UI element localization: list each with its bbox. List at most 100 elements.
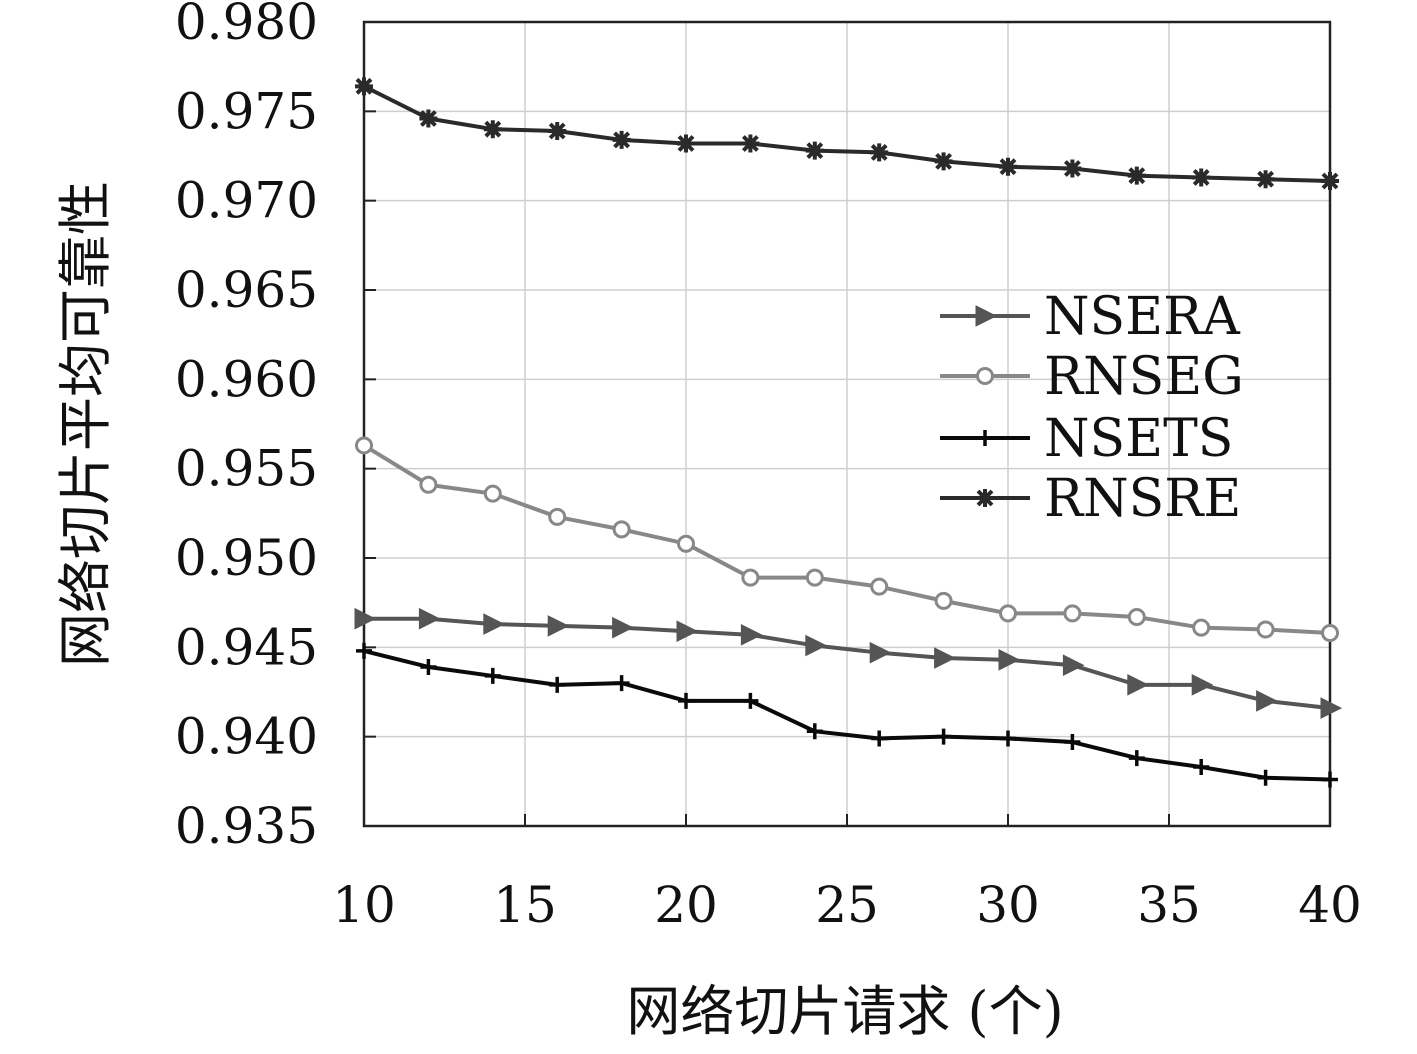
legend-label: RNSRE <box>1044 469 1241 529</box>
data-point-nsets <box>678 692 694 709</box>
data-point-rnseg <box>805 568 824 587</box>
x-tick-label: 20 <box>654 876 718 934</box>
data-point-nsets <box>1322 771 1338 788</box>
y-tick-label: 0.950 <box>175 529 318 587</box>
data-point-rnsre-core <box>1002 161 1014 173</box>
y-tick-label: 0.980 <box>175 0 318 51</box>
series-lines <box>354 77 1343 788</box>
data-point-nsets <box>1064 734 1081 751</box>
series-nsera <box>354 607 1343 719</box>
x-tick-label: 35 <box>1137 876 1201 934</box>
data-point-nsera <box>676 620 699 643</box>
legend-marker-nsera <box>975 305 998 327</box>
series-nsets <box>356 642 1338 788</box>
data-point-nsets <box>549 676 566 693</box>
data-point-rnsre-core <box>873 146 885 158</box>
y-tick-label: 0.955 <box>175 440 318 498</box>
data-point-nsera <box>805 634 827 657</box>
y-tick-label: 0.960 <box>175 350 318 408</box>
data-point-nsets <box>871 730 888 747</box>
series-line-nsera <box>364 616 1331 711</box>
y-tick-label: 0.940 <box>175 708 318 766</box>
series-line-rnseg <box>362 443 1331 636</box>
data-point-rnseg <box>999 604 1017 623</box>
data-point-rnseg <box>483 484 502 503</box>
data-point-nsera <box>483 613 505 635</box>
data-point-rnsre-core <box>1324 175 1336 187</box>
data-point-rnseg <box>677 534 695 553</box>
legend-item-nsera: NSERA <box>940 287 1241 347</box>
y-tick-label: 0.970 <box>175 172 318 230</box>
data-point-rnsre-core <box>1131 170 1143 182</box>
legend-label: RNSEG <box>1044 347 1244 407</box>
data-point-rnsre-core <box>744 137 756 149</box>
data-point-nsets <box>1257 769 1274 786</box>
legend-label: NSERA <box>1044 287 1241 347</box>
data-point-nsera <box>1062 654 1085 677</box>
data-point-nsera <box>740 624 763 646</box>
data-point-nsets <box>1128 750 1145 767</box>
y-tick-label: 0.965 <box>175 261 318 319</box>
data-point-nsera <box>1191 674 1214 696</box>
data-point-rnseg <box>934 591 953 610</box>
series-line-rnsre <box>363 84 1331 184</box>
legend-item-nsets: NSETS <box>940 409 1233 469</box>
data-point-rnsre-core <box>551 125 563 137</box>
data-point-nsera <box>1256 690 1278 712</box>
data-point-rnsre-core <box>487 123 499 135</box>
data-point-nsets <box>935 728 952 745</box>
legend-marker-rnseg <box>976 367 994 385</box>
x-axis-title: 网络切片请求 (个) <box>626 980 1063 1043</box>
data-point-nsets <box>1000 730 1016 747</box>
series-line-nsets <box>363 648 1331 782</box>
y-tick-label: 0.935 <box>175 797 318 855</box>
data-point-rnseg <box>1127 607 1146 626</box>
data-point-rnsre-core <box>1260 173 1272 185</box>
data-point-nsera <box>612 616 634 639</box>
data-point-nsets <box>806 723 823 740</box>
legend-label: NSETS <box>1044 409 1233 469</box>
data-point-rnseg <box>1256 620 1275 639</box>
data-point-nsera <box>418 607 441 630</box>
data-point-rnseg <box>355 436 373 455</box>
x-tick-label: 25 <box>815 876 879 934</box>
data-point-rnsre-core <box>358 80 370 92</box>
x-tick-label: 30 <box>976 876 1040 934</box>
legend-item-rnseg: RNSEG <box>940 347 1244 407</box>
legend-item-rnsre: RNSRE <box>940 469 1241 529</box>
data-point-rnseg <box>1321 624 1339 643</box>
data-point-nsets <box>356 642 372 659</box>
data-point-nsera <box>998 649 1021 671</box>
data-point-nsera <box>1127 674 1149 696</box>
data-point-nsets <box>1193 759 1210 776</box>
legend-marker-rnsre-core <box>979 492 991 504</box>
data-point-rnsre-core <box>1066 163 1078 175</box>
legend-marker-nsets <box>977 430 993 446</box>
data-point-rnsre-core <box>809 145 821 157</box>
data-point-nsera <box>1320 697 1343 719</box>
data-point-rnsre-core <box>1195 171 1207 183</box>
axis-ticks: 10 15 20 25 30 35 40 0.980 0.975 0.970 0.965 0.960 0… <box>175 0 1362 934</box>
data-point-nsera <box>869 641 892 664</box>
data-point-rnsre-core <box>422 112 434 124</box>
data-point-nsera <box>547 615 570 637</box>
y-tick-label: 0.975 <box>175 82 318 140</box>
data-point-rnseg <box>870 577 889 596</box>
data-point-rnsre-core <box>616 134 628 146</box>
y-axis-title: 网络切片平均可靠性 <box>54 181 117 667</box>
data-point-nsera <box>934 647 956 669</box>
x-tick-label: 15 <box>493 876 557 934</box>
data-point-rnseg <box>548 507 567 526</box>
data-point-nsets <box>742 692 759 709</box>
data-point-rnsre-core <box>938 155 950 167</box>
data-point-rnseg <box>741 568 760 587</box>
data-point-nsets <box>613 675 630 692</box>
series-rnseg <box>355 436 1339 643</box>
data-point-rnseg <box>1063 604 1082 623</box>
data-point-nsets <box>484 667 501 684</box>
data-point-nsera <box>354 607 377 630</box>
data-point-nsets <box>420 658 437 675</box>
